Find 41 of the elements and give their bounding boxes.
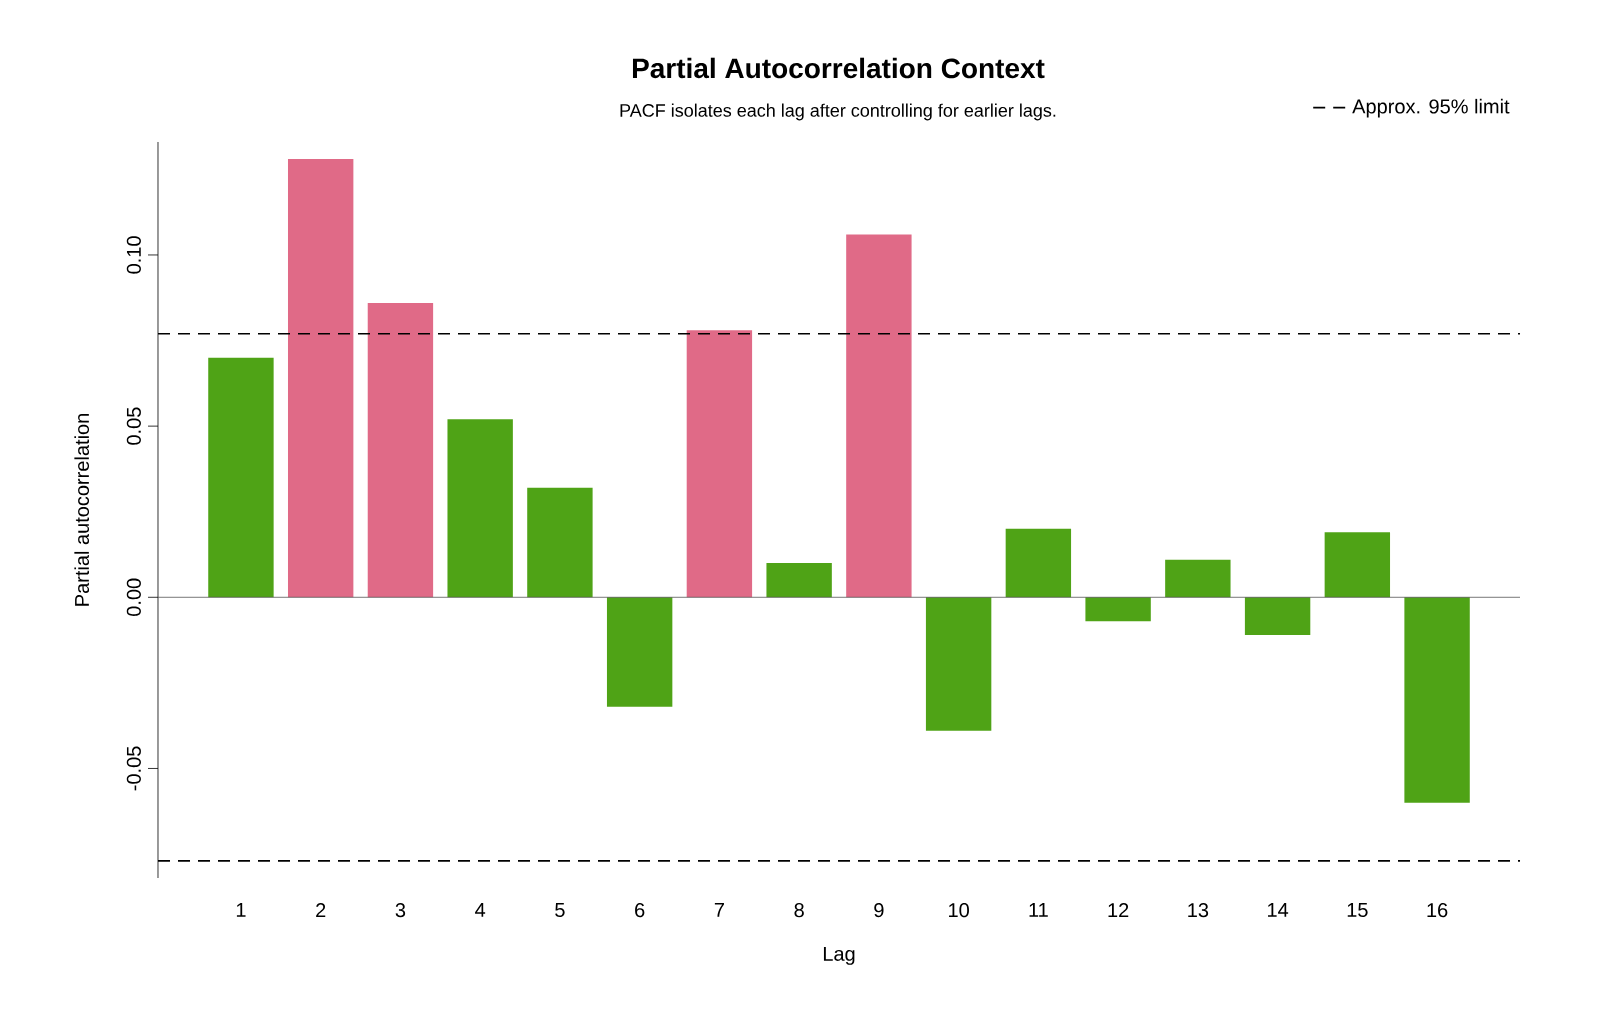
bar: [606, 597, 673, 707]
y-tick-label: 0.05: [126, 407, 141, 445]
y-tick-label: 0.00: [126, 578, 141, 616]
x-tick-label: 14: [1268, 903, 1289, 917]
y-axis-title: Partial autocorrelation: [74, 414, 90, 606]
bar: [1085, 597, 1151, 622]
x-tick-label: 1: [236, 903, 246, 917]
x-tick-label: 6: [635, 903, 645, 918]
bar: [1165, 559, 1231, 598]
bar: [1404, 597, 1470, 803]
bar: [527, 487, 593, 598]
x-tick-label: 13: [1188, 903, 1209, 918]
chart-title: Partial Autocorrelation Context: [632, 57, 1045, 79]
x-tick-label: 2: [316, 903, 326, 918]
bar: [846, 234, 912, 598]
chart-subtitle: PACF isolates each lag after controlling for earlier lags.: [620, 103, 1056, 121]
x-axis-title: Lag: [823, 946, 855, 965]
y-tick-label: 0.10: [126, 236, 141, 274]
x-tick-label: 15: [1347, 903, 1368, 918]
legend-label: Approx. 95% limit: [1352, 98, 1510, 118]
bar: [1005, 528, 1072, 598]
x-tick-label: 7: [714, 903, 724, 917]
x-tick-label: 8: [794, 903, 804, 918]
x-tick-label: 5: [555, 903, 565, 918]
x-tick-label: 10: [949, 903, 969, 918]
x-tick-label: 9: [874, 903, 884, 918]
bar: [766, 563, 832, 598]
x-tick-label: 11: [1029, 903, 1048, 917]
x-tick-label: 4: [475, 903, 486, 917]
bar: [287, 159, 354, 598]
bar: [367, 302, 434, 598]
bar: [447, 419, 513, 598]
bar: [208, 357, 274, 598]
bar: [686, 330, 753, 598]
y-tick-label: -0.05: [126, 746, 141, 791]
x-tick-label: 16: [1427, 903, 1448, 918]
bar: [1244, 597, 1311, 635]
x-tick-label: 3: [395, 903, 406, 918]
x-tick-label: 12: [1108, 903, 1129, 918]
bar: [1324, 532, 1391, 598]
bar: [925, 597, 992, 731]
